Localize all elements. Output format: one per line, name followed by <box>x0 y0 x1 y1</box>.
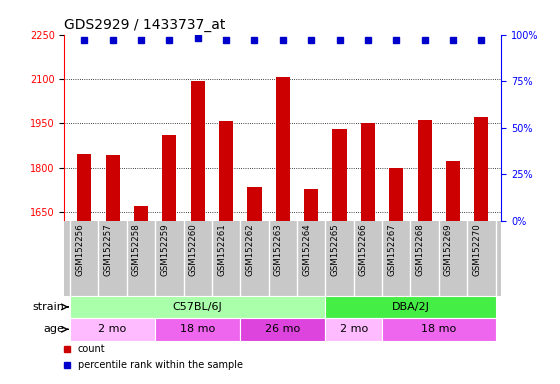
Text: GSM152267: GSM152267 <box>388 223 396 276</box>
Text: GSM152256: GSM152256 <box>75 223 84 276</box>
Text: 18 mo: 18 mo <box>180 324 216 334</box>
Bar <box>134 206 148 221</box>
Bar <box>70 296 325 318</box>
Bar <box>474 118 488 221</box>
Text: 2 mo: 2 mo <box>339 324 368 334</box>
Text: 26 mo: 26 mo <box>265 324 300 334</box>
Bar <box>325 296 496 318</box>
Text: strain: strain <box>33 302 65 312</box>
Bar <box>446 161 460 221</box>
Text: GSM152268: GSM152268 <box>416 223 424 276</box>
Bar <box>389 168 403 221</box>
Bar <box>276 78 290 221</box>
Bar <box>361 123 375 221</box>
Bar <box>382 318 496 341</box>
Text: DBA/2J: DBA/2J <box>391 302 430 312</box>
Bar <box>70 318 155 341</box>
Text: GSM152261: GSM152261 <box>217 223 226 276</box>
Text: 2 mo: 2 mo <box>99 324 127 334</box>
Text: GSM152257: GSM152257 <box>104 223 113 276</box>
Bar <box>304 189 318 221</box>
Bar <box>248 187 262 221</box>
Text: count: count <box>77 344 105 354</box>
Bar <box>240 318 325 341</box>
Text: GSM152269: GSM152269 <box>444 223 453 276</box>
Text: GSM152258: GSM152258 <box>132 223 141 276</box>
Text: GDS2929 / 1433737_at: GDS2929 / 1433737_at <box>64 18 226 32</box>
Text: GSM152266: GSM152266 <box>359 223 368 276</box>
Text: percentile rank within the sample: percentile rank within the sample <box>77 361 242 371</box>
Bar <box>155 318 240 341</box>
Text: GSM152259: GSM152259 <box>160 223 169 276</box>
Text: GSM152270: GSM152270 <box>472 223 482 276</box>
Bar <box>418 121 432 221</box>
Bar <box>105 155 120 221</box>
Text: C57BL/6J: C57BL/6J <box>173 302 222 312</box>
Bar <box>162 135 176 221</box>
Bar <box>77 154 91 221</box>
Text: 18 mo: 18 mo <box>421 324 456 334</box>
Text: GSM152264: GSM152264 <box>302 223 311 276</box>
Text: GSM152260: GSM152260 <box>189 223 198 276</box>
Bar <box>190 81 205 221</box>
Bar <box>333 129 347 221</box>
Bar <box>325 318 382 341</box>
Bar <box>219 121 233 221</box>
Text: age: age <box>44 324 65 334</box>
Text: GSM152265: GSM152265 <box>330 223 339 276</box>
Text: GSM152262: GSM152262 <box>245 223 254 276</box>
Text: GSM152263: GSM152263 <box>274 223 283 276</box>
